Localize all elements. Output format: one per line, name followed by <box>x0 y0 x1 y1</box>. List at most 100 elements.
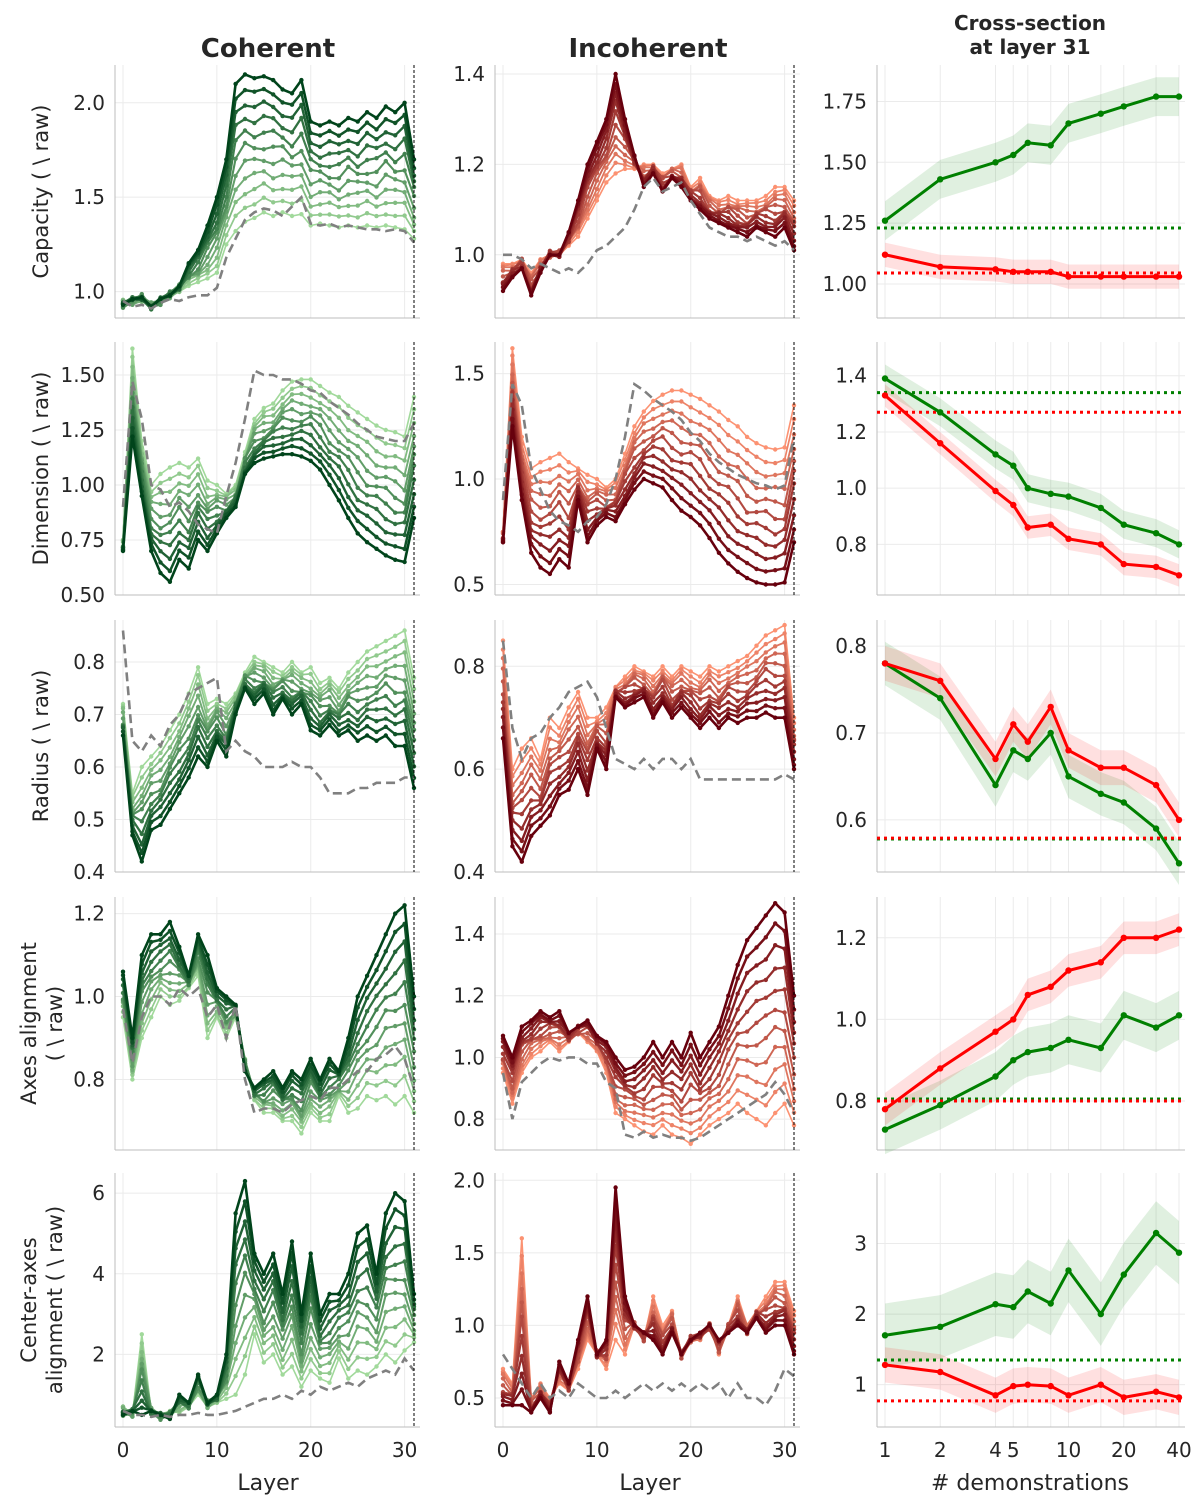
series-point <box>575 1024 581 1029</box>
series-point <box>271 200 276 205</box>
series-point <box>651 1298 656 1303</box>
cross-point <box>1152 93 1160 100</box>
cross-point <box>1097 790 1105 797</box>
series-point <box>393 675 398 681</box>
series-point <box>679 1107 684 1112</box>
series-point <box>782 663 787 669</box>
series-point <box>754 659 759 664</box>
series-point <box>735 226 740 231</box>
series-point <box>707 672 712 677</box>
series-point <box>327 455 332 461</box>
series-point <box>289 437 295 442</box>
series-point <box>791 458 797 464</box>
series-point <box>252 427 257 432</box>
series-point <box>364 995 370 1001</box>
series-point <box>773 715 778 720</box>
series-point <box>271 669 276 674</box>
series-point <box>763 445 768 450</box>
series-point <box>355 680 360 685</box>
series-point <box>688 1110 693 1116</box>
series-point <box>327 717 332 722</box>
series-point <box>149 801 154 807</box>
series-point <box>782 503 787 508</box>
series-point <box>336 162 342 167</box>
cross-point <box>1065 493 1072 500</box>
series-point <box>242 686 248 691</box>
series-point <box>679 671 684 676</box>
series-point <box>651 453 656 459</box>
series-point <box>735 962 740 968</box>
series-point <box>299 1376 304 1381</box>
series-point <box>261 409 266 415</box>
series-point <box>651 1058 656 1063</box>
series-point <box>289 386 295 391</box>
series-point <box>688 476 693 481</box>
series-point <box>336 188 342 193</box>
cross-point <box>1047 521 1054 528</box>
series-point <box>707 1085 712 1091</box>
series-point <box>744 225 750 230</box>
series-point <box>622 690 628 695</box>
series-point <box>346 428 351 433</box>
series-point <box>763 1103 768 1108</box>
series-point <box>763 656 768 661</box>
series-point <box>355 154 360 159</box>
series-point <box>383 724 388 729</box>
series-point <box>402 678 407 683</box>
series-point <box>224 1352 229 1357</box>
series-point <box>547 1015 553 1020</box>
series-point <box>280 210 285 215</box>
series-point <box>186 699 191 704</box>
series-point <box>355 1275 360 1280</box>
series-point <box>726 209 731 214</box>
series-point <box>688 441 693 447</box>
series-point <box>224 223 229 228</box>
series-point <box>557 1042 562 1047</box>
series-point <box>374 521 379 526</box>
series-point <box>669 430 675 436</box>
series-point <box>355 668 360 673</box>
series-point <box>782 1287 787 1292</box>
series-point <box>547 571 553 577</box>
series-point <box>773 698 778 703</box>
series-point <box>327 675 332 680</box>
series-line <box>122 640 415 798</box>
series-point <box>763 525 768 531</box>
series-point <box>707 664 712 669</box>
series-point <box>547 756 553 761</box>
series-point <box>308 1335 313 1341</box>
series-point <box>726 691 731 697</box>
series-point <box>538 524 543 530</box>
series-point <box>205 509 210 514</box>
series-point <box>355 470 360 475</box>
series-point <box>383 150 388 155</box>
series-point <box>782 695 787 700</box>
series-point <box>195 1372 201 1377</box>
series-point <box>707 677 712 682</box>
series-point <box>697 473 703 479</box>
series-point <box>763 641 768 647</box>
series-point <box>195 718 201 723</box>
series-point <box>726 664 731 669</box>
series-line <box>122 651 415 804</box>
series-point <box>632 1077 637 1082</box>
series-point <box>299 212 304 217</box>
series-point <box>317 1370 323 1376</box>
series-point <box>716 1072 722 1078</box>
series-point <box>585 472 590 477</box>
series-point <box>139 785 144 790</box>
baseline-line <box>121 368 416 536</box>
series-point <box>289 418 295 423</box>
series-point <box>763 496 768 502</box>
series-point <box>317 413 323 418</box>
series-point <box>383 1339 388 1344</box>
series-point <box>632 696 637 701</box>
series-point <box>641 1330 646 1335</box>
series-point <box>205 1021 210 1026</box>
series-point <box>167 745 173 750</box>
series-point <box>782 651 787 656</box>
series-point <box>632 446 637 451</box>
series-point <box>167 987 173 992</box>
series-point <box>393 110 398 115</box>
